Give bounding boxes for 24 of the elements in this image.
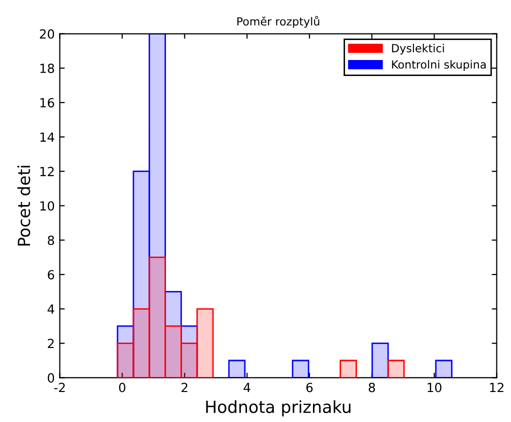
y-tick-label: 16 <box>40 98 54 108</box>
x-tick-label: 10 <box>428 382 442 392</box>
y-tick-label: 20 <box>40 29 54 39</box>
y-tick-label: 4 <box>48 304 54 314</box>
x-tick-label: 4 <box>244 382 250 392</box>
x-tick-label: 8 <box>368 382 375 392</box>
y-tick-label: 2 <box>48 338 54 348</box>
y-tick-label: 10 <box>40 201 54 211</box>
legend-label: Dyslektici <box>392 44 444 55</box>
chart-title: Poměr rozptylů <box>237 16 320 28</box>
x-tick-label: 6 <box>306 382 313 392</box>
y-tick-label: 6 <box>48 270 54 280</box>
x-axis-title: Hodnota priznaku <box>206 400 350 416</box>
y-tick-label: 8 <box>48 236 54 246</box>
x-tick-label: 0 <box>119 382 126 392</box>
x-tick-label: 2 <box>182 382 188 392</box>
y-tick-label: 12 <box>40 166 54 176</box>
x-tick-label: -2 <box>54 382 65 392</box>
y-axis-title: Pocet deti <box>17 166 30 246</box>
y-tick-label: 14 <box>40 132 54 142</box>
legend-label: Kontrolni skupina <box>392 60 486 71</box>
x-tick-label: 12 <box>490 382 504 392</box>
y-tick-label: 18 <box>40 64 54 74</box>
y-tick-label: 0 <box>48 373 54 383</box>
